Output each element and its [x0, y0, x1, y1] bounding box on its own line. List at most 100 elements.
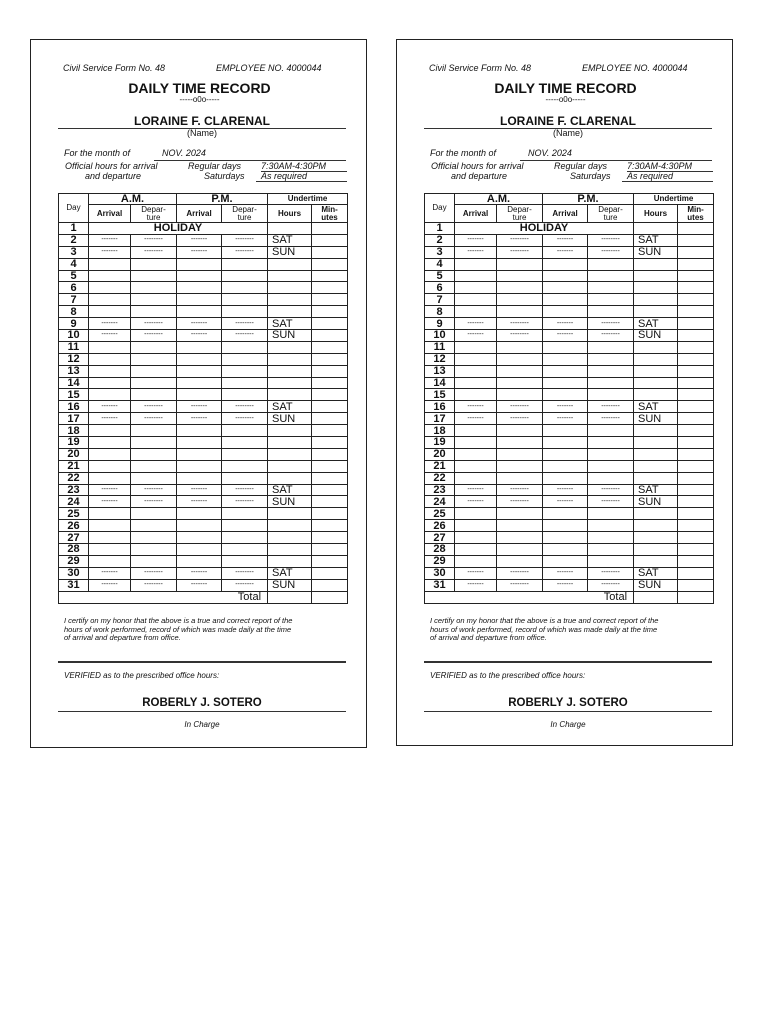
- pm-departure-cell: [221, 519, 269, 533]
- day-cell: 18: [424, 424, 455, 438]
- undertime-hours-cell: [633, 447, 679, 461]
- table-row: 12: [58, 352, 349, 366]
- undertime-hours-cell: [267, 447, 313, 461]
- undertime-hours-cell: [267, 376, 313, 390]
- pm-arrival-cell: -------: [542, 400, 589, 414]
- undertime-minutes-cell: [677, 447, 715, 461]
- undertime-hours-cell: SUN: [633, 245, 679, 259]
- pm-arrival-cell: [542, 554, 589, 568]
- am-departure-cell: --------: [495, 329, 544, 342]
- pm-departure-cell: [221, 281, 269, 295]
- undertime-hours-cell: [267, 459, 313, 473]
- certify-line: hours of work performed, record of which…: [64, 624, 292, 634]
- undertime-minutes-cell: [677, 495, 715, 509]
- am-arrival-cell: [88, 459, 131, 473]
- undertime-hours-cell: [633, 293, 679, 307]
- form-number: Civil Service Form No. 48: [63, 63, 166, 73]
- undertime-hours-cell: [267, 554, 313, 568]
- undertime-hours-cell: [633, 222, 679, 235]
- undertime-hours-cell: SAT: [633, 566, 679, 580]
- am-arrival-cell: [454, 519, 497, 533]
- undertime-hours-cell: SUN: [267, 578, 313, 592]
- undertime-minutes-cell: [311, 245, 349, 259]
- am-departure-cell: [495, 376, 544, 390]
- table-row: 28: [424, 543, 715, 556]
- undertime-hours-cell: [267, 269, 313, 283]
- pm-arrival-cell: [542, 281, 589, 295]
- header-minutes: Min-utes: [677, 204, 715, 223]
- header-undertime: Undertime: [633, 193, 715, 205]
- month-label: For the month of: [64, 148, 131, 158]
- day-cell: 2: [58, 233, 89, 247]
- employee-name: LORAINE F. CLARENAL: [500, 114, 636, 128]
- am-arrival-cell: [88, 543, 131, 556]
- day-cell: 3: [58, 245, 89, 259]
- day-cell: 22: [424, 471, 455, 485]
- am-departure-cell: [495, 554, 544, 568]
- day-cell: 8: [58, 305, 89, 319]
- table-row: 25: [58, 507, 349, 521]
- pm-departure-cell: [221, 305, 269, 319]
- am-arrival-cell: -------: [88, 412, 131, 426]
- pm-arrival-cell: -------: [542, 412, 589, 426]
- table-row: 13: [58, 364, 349, 378]
- ornament: -----o0o-----: [545, 95, 586, 104]
- table-row: 17 ------- -------- ------- -------- SUN: [58, 412, 349, 426]
- undertime-hours-cell: [633, 554, 679, 568]
- dtr-form-right: Civil Service Form No. 48 EMPLOYEE NO. 4…: [396, 39, 733, 746]
- pm-arrival-cell: [176, 388, 223, 402]
- am-departure-cell: [129, 352, 178, 366]
- undertime-hours-cell: [633, 507, 679, 521]
- pm-arrival-cell: [176, 543, 223, 556]
- undertime-minutes-cell: [677, 519, 715, 533]
- day-cell: 6: [424, 281, 455, 295]
- am-arrival-cell: [454, 293, 497, 307]
- day-cell: 5: [424, 269, 455, 283]
- verifier-line: [424, 711, 712, 712]
- certify-line: of arrival and departure from office.: [430, 633, 547, 642]
- undertime-hours-cell: [633, 531, 679, 545]
- verifier-line: [58, 711, 346, 712]
- undertime-minutes-cell: [677, 436, 715, 449]
- pm-departure-cell: [221, 471, 269, 485]
- table-row: 20: [424, 447, 715, 461]
- pm-departure-cell: [587, 340, 635, 354]
- month-line: [154, 160, 346, 161]
- undertime-hours-cell: SUN: [267, 495, 313, 509]
- am-arrival-cell: [88, 519, 131, 533]
- pm-arrival-cell: [176, 447, 223, 461]
- pm-departure-cell: [587, 519, 635, 533]
- table-row: 30 ------- -------- ------- -------- SAT: [424, 566, 715, 580]
- am-arrival-cell: [454, 424, 497, 438]
- hours-label: Official hours for arrival: [431, 161, 524, 171]
- pm-arrival-cell: -------: [176, 317, 223, 331]
- pm-arrival-cell: -------: [176, 578, 223, 592]
- am-departure-cell: [495, 543, 544, 556]
- am-departure-cell: [495, 352, 544, 366]
- undertime-minutes-cell: [677, 364, 715, 378]
- pm-arrival-cell: -------: [176, 329, 223, 342]
- day-cell: 2: [424, 233, 455, 247]
- pm-departure-cell: [587, 459, 635, 473]
- pm-arrival-cell: -------: [542, 329, 589, 342]
- regular-days-label: Regular days: [188, 161, 242, 171]
- table-row: 13: [424, 364, 715, 378]
- pm-arrival-cell: -------: [176, 412, 223, 426]
- day-cell: 25: [424, 507, 455, 521]
- day-cell: 25: [58, 507, 89, 521]
- table-row: 28: [58, 543, 349, 556]
- pm-arrival-cell: [176, 507, 223, 521]
- pm-arrival-cell: [176, 471, 223, 485]
- am-arrival-cell: [454, 447, 497, 461]
- am-departure-cell: [129, 340, 178, 354]
- table-row: 24 ------- -------- ------- -------- SUN: [424, 495, 715, 509]
- undertime-hours-cell: [267, 543, 313, 556]
- am-arrival-cell: -------: [454, 400, 497, 414]
- day-cell: 24: [58, 495, 89, 509]
- pm-arrival-cell: [176, 459, 223, 473]
- am-arrival-cell: [454, 388, 497, 402]
- day-cell: 17: [58, 412, 89, 426]
- am-departure-cell: [495, 471, 544, 485]
- am-departure-cell: --------: [129, 400, 178, 414]
- pm-arrival-cell: [542, 293, 589, 307]
